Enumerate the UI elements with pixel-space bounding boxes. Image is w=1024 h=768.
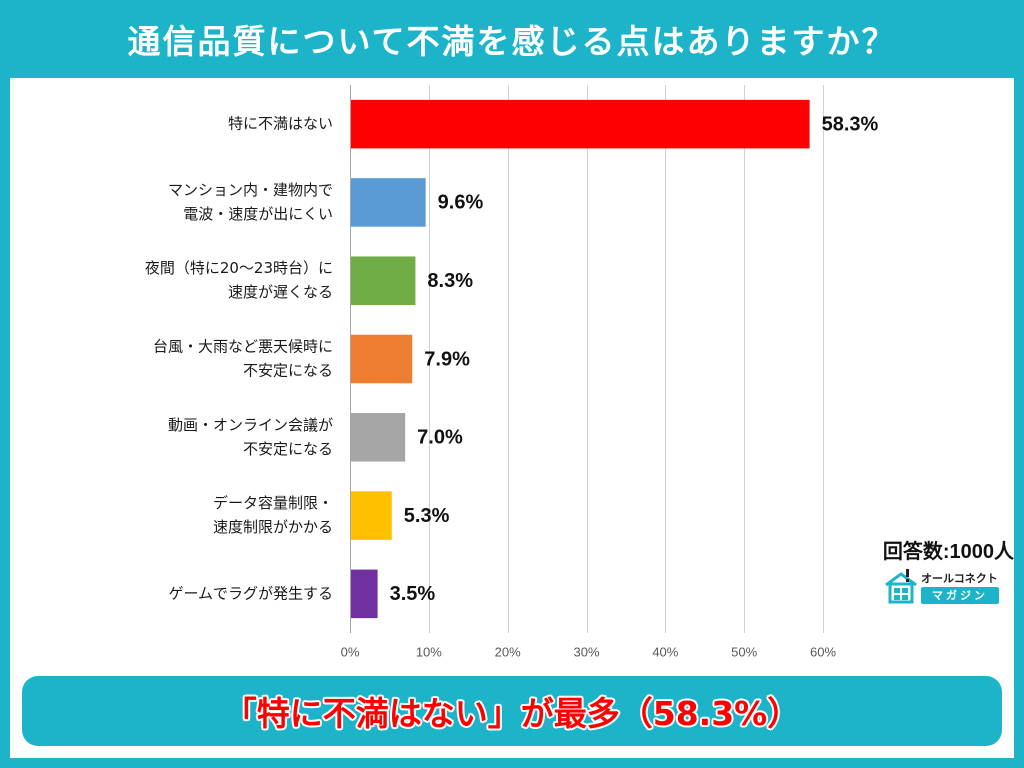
category-label-2-line-1: マンション内・建物内で xyxy=(168,181,333,199)
x-tick-label-0: 0% xyxy=(341,644,360,659)
value-label-2: 9.6% xyxy=(438,192,484,214)
category-label-4-line-2: 不安定になる xyxy=(243,362,333,380)
category-label-1-line-1: 特に不満はない xyxy=(228,115,333,133)
bar-5 xyxy=(350,413,406,462)
summary-banner: 「特に不満はない」が最多（58.3%） xyxy=(22,676,1002,746)
value-label-4: 7.9% xyxy=(424,348,470,370)
page-title: 通信品質について不満を感じる点はありますか？ xyxy=(127,22,897,61)
brand-logo: オールコネクト マガジン xyxy=(884,568,1004,608)
bar-6 xyxy=(350,491,392,540)
bar-chart: 0% 10% 20% 30% 40% 50% 60% 58.3% 特に不満はない 9.6% マンショ… xyxy=(145,85,879,659)
category-label-3-line-2: 速度が遅くなる xyxy=(228,283,333,301)
bar-3 xyxy=(350,256,416,305)
bar-4 xyxy=(350,334,413,384)
value-label-3: 8.3% xyxy=(427,270,473,292)
x-tick-label-20: 20% xyxy=(495,644,521,659)
respondent-count: 回答数:1000人 xyxy=(882,541,1014,563)
x-tick-label-40: 40% xyxy=(652,644,678,659)
category-label-5-line-2: 不安定になる xyxy=(243,440,333,458)
value-label-1: 58.3% xyxy=(822,113,879,135)
category-label-6-line-2: 速度制限がかかる xyxy=(213,518,333,536)
x-tick-label-50: 50% xyxy=(731,644,757,659)
category-label-2-line-2: 電波・速度が出にくい xyxy=(183,205,333,223)
bar-7 xyxy=(350,569,378,619)
x-tick-label-10: 10% xyxy=(416,644,442,659)
category-label-6-line-1: データ容量制限・ xyxy=(213,494,333,512)
bar-2 xyxy=(350,178,426,227)
x-tick-label-60: 60% xyxy=(810,644,836,659)
title-bar: 通信品質について不満を感じる点はありますか？ xyxy=(0,0,1024,78)
value-label-7: 3.5% xyxy=(390,583,436,605)
x-tick-label-30: 30% xyxy=(573,644,599,659)
house-icon xyxy=(885,569,917,604)
content-panel xyxy=(10,78,1014,758)
value-label-6: 5.3% xyxy=(404,505,450,527)
summary-text: 「特に不満はない」が最多（58.3%） xyxy=(223,694,801,733)
category-label-4-line-1: 台風・大雨など悪天候時に xyxy=(153,338,333,356)
brand-name: オールコネクト xyxy=(921,572,998,585)
category-label-7-line-1: ゲームでラグが発生する xyxy=(168,584,333,602)
value-label-5: 7.0% xyxy=(417,427,463,449)
category-label-3-line-1: 夜間（特に20～23時台）に xyxy=(145,259,333,277)
category-label-5-line-1: 動画・オンライン会議が xyxy=(168,416,333,434)
brand-subname: マガジン xyxy=(921,587,999,604)
bar-1 xyxy=(350,99,810,149)
